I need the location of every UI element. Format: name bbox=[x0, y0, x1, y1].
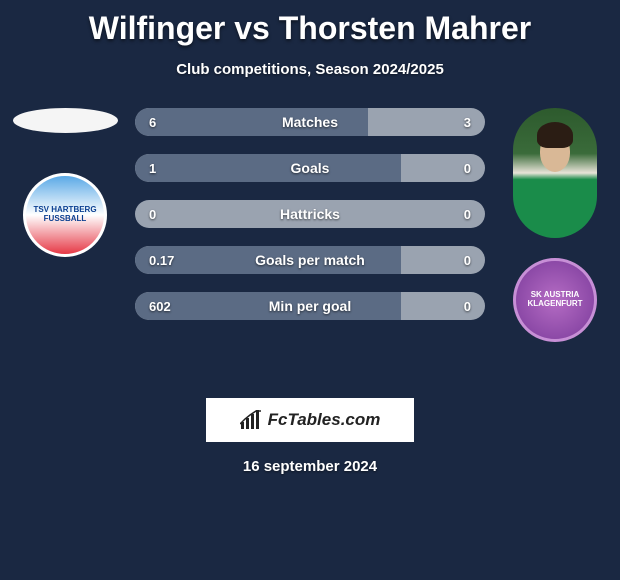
stat-row: 0Hattricks0 bbox=[135, 200, 485, 228]
footer-date: 16 september 2024 bbox=[0, 458, 620, 475]
stat-label: Goals bbox=[135, 154, 485, 182]
left-club-badge-text: TSV HARTBERG FUSSBALL bbox=[32, 206, 98, 224]
watermark: FcTables.com bbox=[206, 398, 414, 442]
stat-row: 0.17Goals per match0 bbox=[135, 246, 485, 274]
chart-icon bbox=[240, 410, 262, 430]
stat-right-value: 3 bbox=[464, 108, 471, 136]
stat-label: Min per goal bbox=[135, 292, 485, 320]
left-club-badge: TSV HARTBERG FUSSBALL bbox=[23, 173, 107, 257]
stat-row: 602Min per goal0 bbox=[135, 292, 485, 320]
right-player-column: SK AUSTRIA KLAGENFURT bbox=[500, 108, 610, 342]
right-club-badge-text: SK AUSTRIA KLAGENFURT bbox=[522, 291, 588, 309]
stat-label: Hattricks bbox=[135, 200, 485, 228]
watermark-text: FcTables.com bbox=[268, 410, 381, 430]
page-title: Wilfinger vs Thorsten Mahrer bbox=[0, 0, 620, 47]
left-player-column: TSV HARTBERG FUSSBALL bbox=[10, 108, 120, 257]
left-player-photo-placeholder bbox=[13, 108, 118, 133]
stat-row: 1Goals0 bbox=[135, 154, 485, 182]
stat-right-value: 0 bbox=[464, 246, 471, 274]
stat-label: Goals per match bbox=[135, 246, 485, 274]
stat-right-value: 0 bbox=[464, 154, 471, 182]
stat-right-value: 0 bbox=[464, 200, 471, 228]
stat-right-value: 0 bbox=[464, 292, 471, 320]
right-club-badge: SK AUSTRIA KLAGENFURT bbox=[513, 258, 597, 342]
right-player-photo bbox=[513, 108, 597, 238]
stat-label: Matches bbox=[135, 108, 485, 136]
subtitle: Club competitions, Season 2024/2025 bbox=[0, 61, 620, 78]
stat-row: 6Matches3 bbox=[135, 108, 485, 136]
comparison-bars: 6Matches31Goals00Hattricks00.17Goals per… bbox=[135, 108, 485, 338]
